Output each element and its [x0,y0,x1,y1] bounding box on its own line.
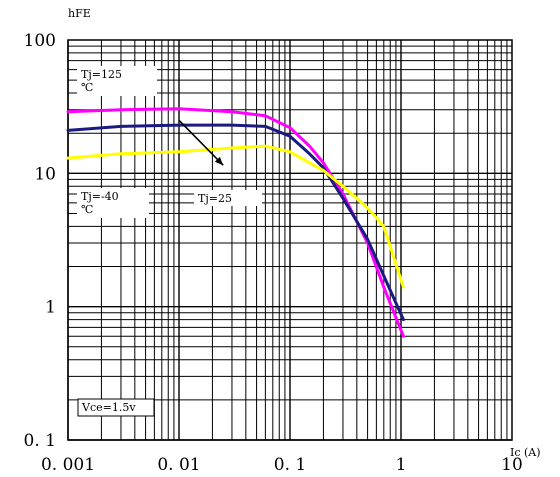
annotation-box [77,398,155,417]
x-tick-label: 1 [396,455,407,475]
y-axis-label: hFE [68,7,91,20]
tick-labels: 0. 001 0. 01 0. 1 1 10 0. 1 1 10 100 [24,31,523,475]
grid [67,40,512,441]
annotation-text: Tj=25 [198,192,232,205]
x-tick-label: 10 [501,455,523,475]
annotation-box [77,188,149,218]
plot-frame [67,39,513,441]
annotation-0: Tj=125℃ [77,66,157,96]
annotation-unit: ℃ [81,81,93,94]
annotation-2: Tj=25 [194,190,262,206]
y-tick-label: 1 [45,298,56,318]
x-tick-label: 0. 001 [41,455,95,475]
series-group [66,107,405,338]
series-line-0 [66,107,405,338]
annotation-3: Vce=1.5v [77,398,155,417]
y-tick-label: 0. 1 [24,431,56,451]
arrow-head [214,156,224,166]
x-tick-label: 0. 01 [157,455,200,475]
annotation-box [194,190,262,206]
series-line-1 [66,123,405,322]
annotation-text: Tj=125 [81,68,122,81]
annotation-text: Tj=-40 [81,190,119,203]
annotation-text: Vce=1.5v [81,401,136,414]
annotation-1: Tj=-40℃ [77,188,149,218]
x-axis-label: Ic (A) [510,446,541,459]
series-line-2 [66,144,405,289]
y-tick-label: 100 [24,31,56,51]
annotation-box [77,66,157,96]
x-tick-label: 0. 1 [274,455,306,475]
arrow [178,119,224,166]
y-tick-label: 10 [34,164,56,184]
annotation-unit: ℃ [81,203,93,216]
arrow-shaft [178,119,224,166]
